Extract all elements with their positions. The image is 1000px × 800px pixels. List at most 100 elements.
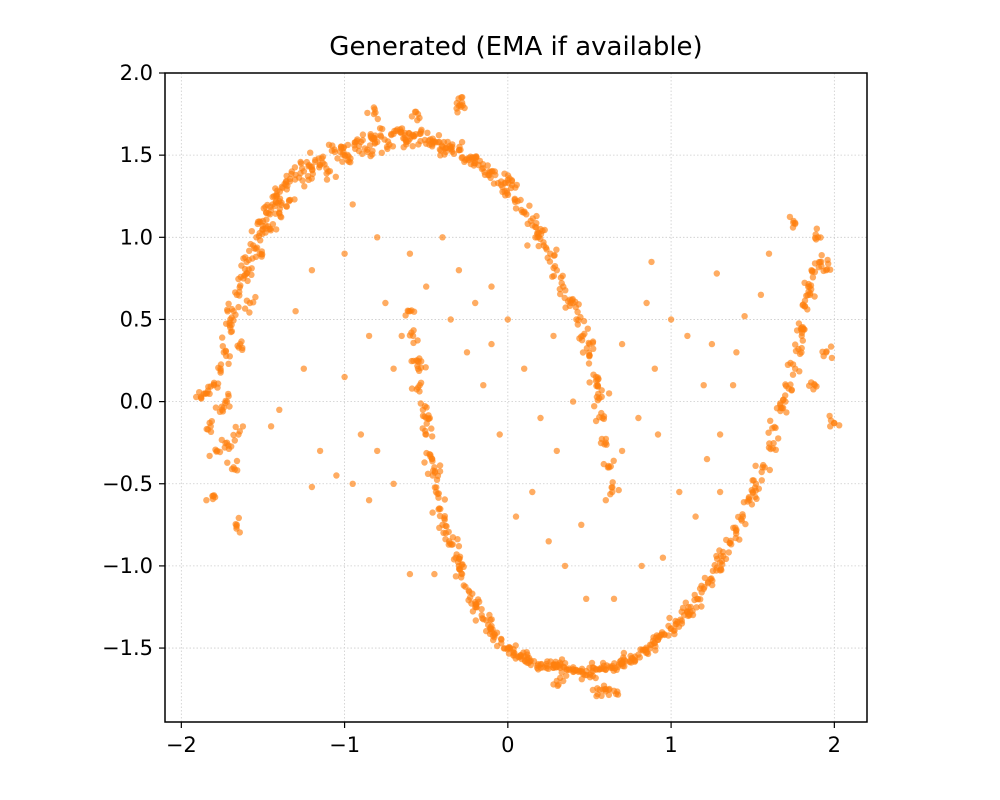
data-point <box>760 461 767 469</box>
data-point <box>602 435 610 443</box>
data-point <box>226 322 233 329</box>
data-point <box>532 234 539 241</box>
data-point <box>789 371 797 378</box>
data-point <box>648 258 655 266</box>
data-point <box>341 373 348 381</box>
data-point <box>545 538 552 545</box>
data-point <box>643 644 650 651</box>
data-point <box>287 196 294 204</box>
data-point <box>506 175 513 182</box>
data-point <box>676 488 683 496</box>
data-point <box>263 216 270 223</box>
data-point <box>738 517 745 524</box>
data-point <box>435 506 442 513</box>
data-point <box>711 561 718 569</box>
data-point <box>604 464 612 471</box>
data-point <box>765 250 773 257</box>
data-point <box>828 354 836 362</box>
data-point <box>204 390 211 397</box>
data-point <box>225 360 232 367</box>
data-point <box>425 412 432 419</box>
data-point <box>443 523 450 530</box>
data-point <box>606 663 614 670</box>
data-point <box>488 340 495 348</box>
data-point <box>244 277 251 285</box>
data-point <box>454 109 461 116</box>
data-point <box>408 113 416 120</box>
data-point <box>359 131 367 138</box>
data-point <box>411 108 419 116</box>
data-point <box>698 603 705 610</box>
data-point <box>758 477 765 484</box>
data-point <box>216 408 224 415</box>
data-point <box>471 159 478 167</box>
y-tick-label: 0.0 <box>120 390 153 414</box>
data-point <box>227 328 235 336</box>
data-point <box>618 340 626 348</box>
data-point <box>436 462 444 469</box>
data-point <box>203 497 210 504</box>
data-point <box>323 176 331 183</box>
data-point <box>753 495 760 502</box>
data-point <box>235 514 242 522</box>
data-point <box>234 342 241 349</box>
data-point <box>487 625 495 633</box>
data-point <box>357 431 365 438</box>
y-tick-label: −0.5 <box>102 472 153 496</box>
data-point <box>722 555 730 563</box>
data-point <box>615 486 622 494</box>
data-point <box>497 635 505 643</box>
data-point <box>365 497 373 504</box>
data-point <box>359 136 366 144</box>
data-point <box>609 479 616 486</box>
data-point <box>632 657 639 664</box>
data-point <box>517 196 524 204</box>
data-point <box>241 305 249 312</box>
data-point <box>542 244 550 251</box>
data-point <box>523 211 530 218</box>
data-point <box>779 404 787 411</box>
data-point <box>511 196 518 203</box>
data-point <box>723 536 730 544</box>
data-point <box>510 646 517 653</box>
data-point <box>390 365 397 372</box>
data-point <box>766 466 773 474</box>
data-point <box>550 332 557 340</box>
y-tick-label: 2.0 <box>120 61 153 85</box>
data-point <box>586 379 593 386</box>
data-point <box>431 468 439 475</box>
data-point <box>786 213 794 221</box>
data-point <box>341 250 348 257</box>
data-point <box>813 383 820 390</box>
data-point <box>410 339 417 347</box>
data-point <box>429 433 436 440</box>
data-point <box>455 543 463 550</box>
data-point <box>315 155 322 162</box>
data-point <box>417 379 425 386</box>
data-point <box>459 561 466 568</box>
data-point <box>242 254 249 261</box>
data-point <box>341 152 349 159</box>
data-point <box>408 385 416 392</box>
data-point <box>584 325 591 332</box>
data-point <box>455 267 463 274</box>
data-point <box>801 297 809 304</box>
data-point <box>671 630 678 638</box>
data-point <box>233 457 241 465</box>
data-point <box>271 202 279 210</box>
data-point <box>826 412 833 420</box>
data-point <box>524 242 531 249</box>
x-tick-label: 1 <box>664 733 677 757</box>
data-point <box>494 642 501 650</box>
data-point <box>388 131 395 139</box>
data-point <box>424 129 431 136</box>
data-point <box>557 290 564 298</box>
data-point <box>716 488 724 496</box>
data-point <box>513 181 520 189</box>
data-point <box>531 223 539 230</box>
data-point <box>792 341 799 348</box>
data-point <box>440 529 447 536</box>
data-point <box>355 142 363 149</box>
data-point <box>684 332 691 340</box>
data-point <box>435 132 443 139</box>
